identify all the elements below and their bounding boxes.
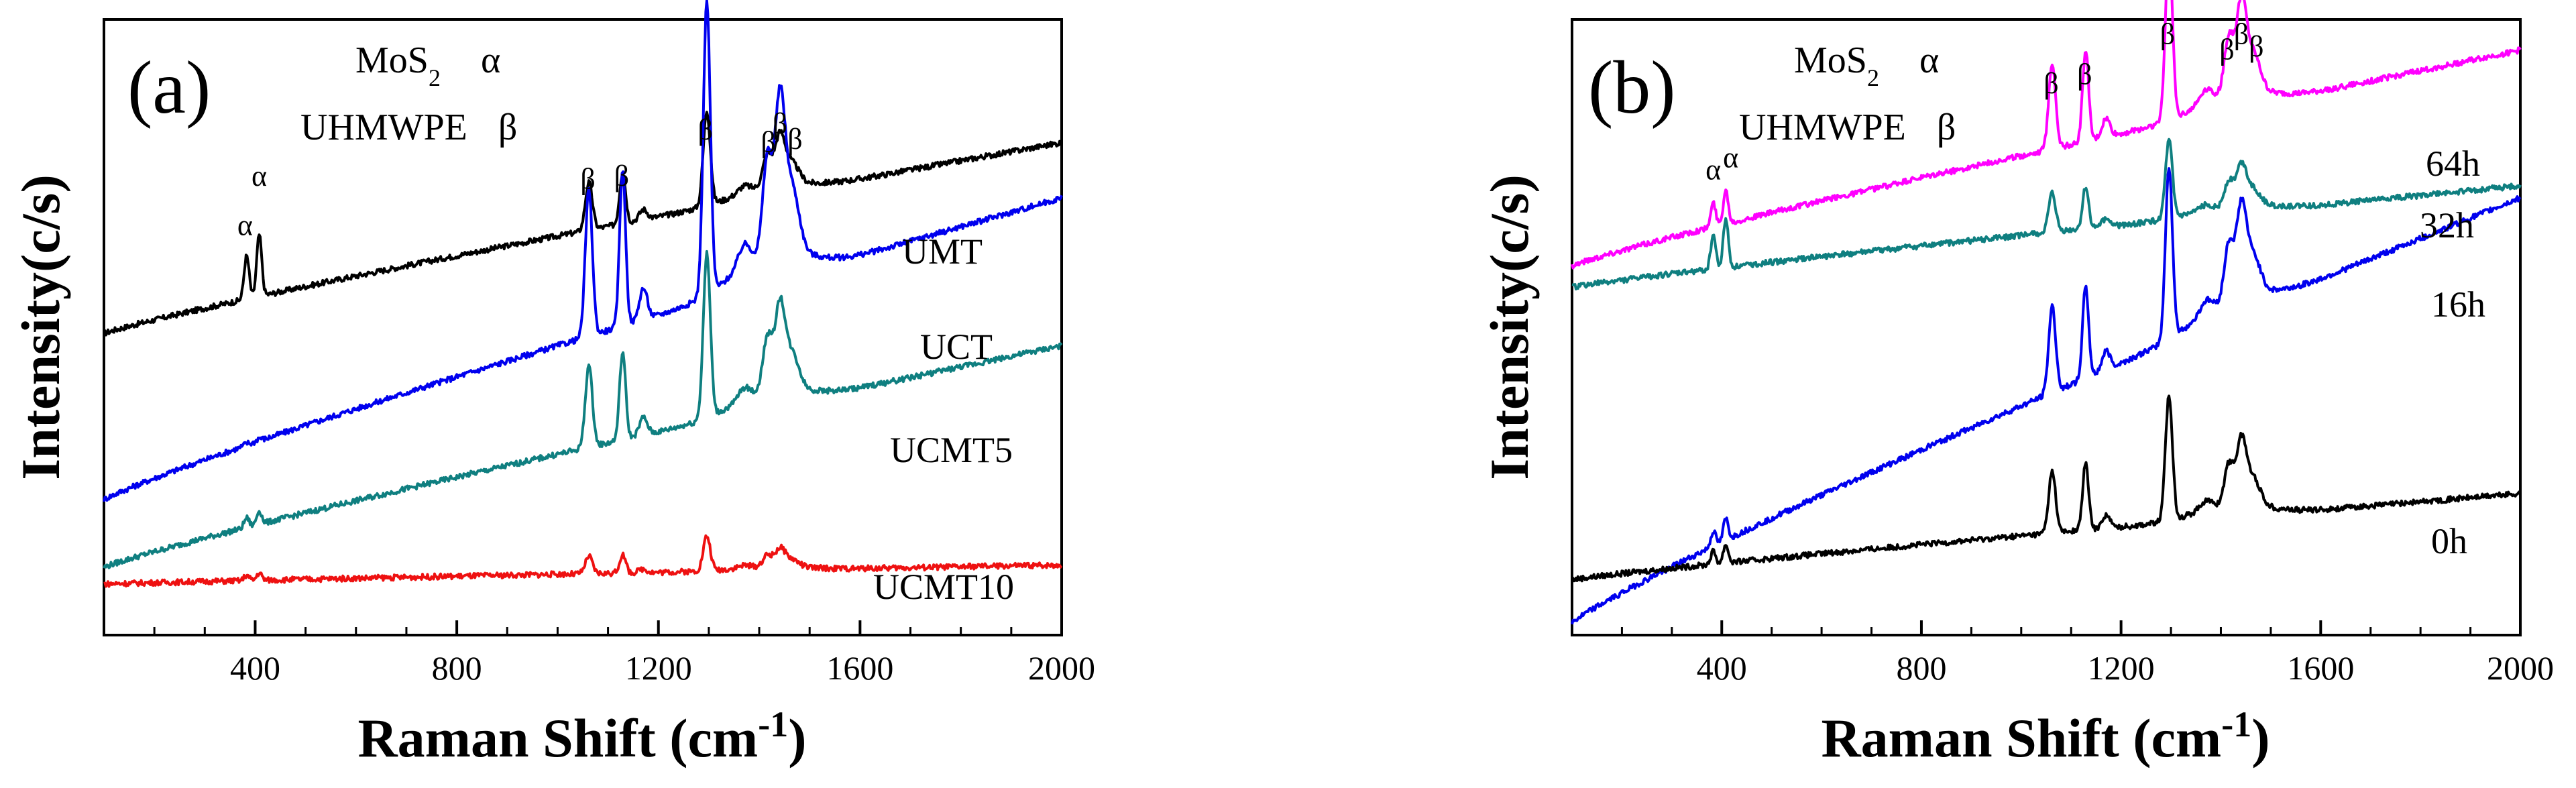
series-label-16h: 16h — [2431, 284, 2485, 325]
panel-a-x-axis: 400 800 1200 1600 2000 — [153, 620, 1095, 687]
panel-a-x-axis-title: Raman Shift (cm-1) — [357, 704, 806, 769]
peak-label: β — [2077, 58, 2092, 91]
x-tick-label: 2000 — [1028, 649, 1095, 687]
peak-label: β — [2219, 34, 2234, 66]
x-tick-label: 2000 — [2487, 649, 2554, 687]
panel-a-legend-uhmwpe: UHMWPE β — [300, 107, 517, 148]
panel-a-y-axis-title: Intensity(c/s) — [10, 174, 71, 480]
panel-a-frame — [103, 18, 1063, 636]
peak-label: β — [2043, 67, 2058, 100]
peak-label: α — [237, 209, 253, 241]
peak-label: β — [697, 113, 712, 146]
series-line-16h — [1571, 167, 2522, 625]
x-tick-label: 400 — [230, 649, 280, 687]
panel-b: (b) MoS2 α UHMWPE β 400 800 1200 1600 2000 α α β… — [1479, 0, 2554, 769]
series-label-uct: UCT — [920, 327, 993, 367]
panel-b-peak-labels: α αβ ββ β β β — [1705, 18, 2263, 186]
panel-a: (a) MoS2 α UHMWPE β 400 800 1200 1600 2000 αα β… — [10, 0, 1095, 769]
peak-label: β — [2249, 30, 2263, 63]
x-tick-label: 800 — [1896, 649, 1946, 687]
series-line-64h — [1571, 0, 2522, 270]
x-tick-label: 400 — [1697, 649, 1747, 687]
panel-b-y-axis-title: Intensity(c/s) — [1479, 174, 1540, 480]
panel-a-label: (a) — [127, 46, 211, 129]
peak-label: β — [580, 162, 595, 195]
series-line-ucmt10 — [103, 534, 1063, 588]
peak-label: β — [787, 123, 802, 156]
x-tick-label: 1200 — [2088, 649, 2155, 687]
series-line-ucmt5 — [103, 249, 1063, 569]
panel-b-series — [1571, 0, 2522, 625]
x-tick-label: 1600 — [2287, 649, 2354, 687]
x-tick-label: 1200 — [625, 649, 692, 687]
series-line-uct — [103, 0, 1063, 502]
panel-b-legend-uhmwpe: UHMWPE β — [1739, 107, 1956, 148]
peak-label: α — [1723, 141, 1738, 174]
series-label-64h: 64h — [2426, 144, 2480, 184]
series-line-32h — [1571, 137, 2522, 291]
series-line-umt — [103, 111, 1063, 337]
x-tick-label: 1600 — [826, 649, 893, 687]
peak-label: α — [1705, 154, 1721, 186]
series-label-ucmt10: UCMT10 — [873, 567, 1014, 607]
x-tick-label: 800 — [432, 649, 482, 687]
peak-label: β — [761, 125, 775, 158]
panel-b-label: (b) — [1588, 46, 1676, 129]
panel-a-peak-labels: αα β ββ ββ β — [237, 107, 803, 241]
series-label-32h: 32h — [2420, 205, 2474, 245]
peak-label: β — [2234, 18, 2249, 51]
panel-a-series — [103, 0, 1063, 588]
panel-b-x-axis-title: Raman Shift (cm-1) — [1821, 704, 2270, 769]
panel-b-x-axis: 400 800 1200 1600 2000 — [1620, 620, 2554, 687]
panel-b-legend-mos2: MoS2 α — [1794, 40, 1939, 91]
series-line-0h — [1571, 394, 2522, 583]
panel-a-legend-mos2: MoS2 α — [355, 40, 500, 91]
series-label-0h: 0h — [2431, 521, 2467, 561]
peak-label: β — [614, 160, 629, 192]
series-label-ucmt5: UCMT5 — [890, 430, 1013, 470]
panel-b-frame — [1571, 18, 2522, 636]
peak-label: β — [2160, 18, 2175, 51]
peak-label: α — [251, 160, 267, 192]
series-label-umt: UMT — [902, 231, 983, 272]
peak-label: β — [773, 107, 787, 140]
